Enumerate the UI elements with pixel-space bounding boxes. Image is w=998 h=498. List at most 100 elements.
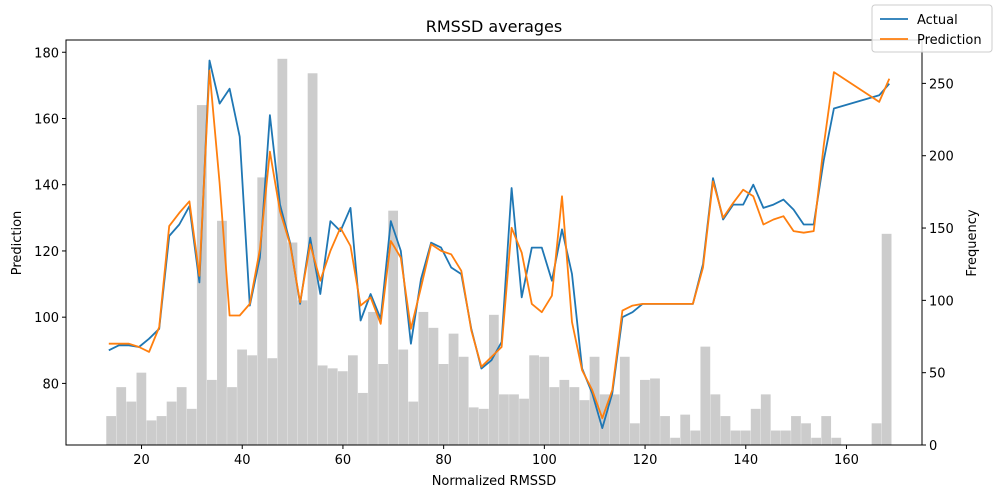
histogram-bar [488,314,499,445]
histogram-bar [337,371,348,445]
histogram-bar [176,387,187,445]
legend-box [871,4,993,53]
y-tick-label: 180 [34,46,59,61]
histogram-bar [106,416,117,445]
histogram-bar [549,387,560,445]
histogram-bar [146,420,157,445]
legend-label-prediction: Prediction [917,33,982,48]
x-tick-label: 120 [633,453,658,468]
histogram-bar [770,430,781,445]
histogram-bar [640,379,650,445]
histogram-bar [277,58,288,446]
histogram-bar [257,177,268,446]
histogram-bar [378,364,388,445]
series-lines [108,59,891,430]
y2-tick-label: 0 [929,439,937,454]
series-line-prediction [108,69,891,420]
y-tick-label: 80 [42,377,59,392]
histogram-bar [458,356,469,445]
y-tick-label: 100 [34,311,59,326]
histogram-bar [519,398,529,445]
x-tick-label: 40 [234,453,251,468]
histogram-bar [287,242,298,445]
histogram-bar [539,356,550,445]
x-tick-label: 100 [532,453,557,468]
y-tick-label: 120 [34,245,59,260]
histogram-bar [408,401,419,445]
histogram-bars [106,58,892,446]
histogram-bar [609,394,620,445]
histogram-bar [710,394,721,445]
histogram-bar [509,394,519,445]
histogram-bar [720,416,731,445]
histogram-bar [136,372,147,445]
histogram-bar [650,378,660,445]
histogram-bar [730,430,741,445]
histogram-bar [267,358,278,445]
histogram-bar [196,105,207,445]
histogram-bar [660,416,670,445]
histogram-bar [700,346,711,445]
histogram-bar [166,401,177,445]
histogram-bar [438,364,449,445]
histogram-bar [871,423,882,445]
histogram-bar [529,355,540,445]
y-tick-label: 160 [34,112,59,127]
histogram-bar [821,416,832,445]
y2-tick-label: 200 [929,150,954,165]
y2-axis-label: Frequency [965,209,980,276]
x-tick-label: 160 [834,453,859,468]
y-axis-label: Prediction [10,211,25,276]
histogram-bar [358,392,368,445]
histogram-bar [126,401,137,445]
histogram-bar [680,414,691,445]
legend-label-actual: Actual [917,13,958,28]
histogram-bar [619,356,630,445]
histogram-bar [811,437,821,445]
histogram-bar [569,387,580,445]
x-axis-label: Normalized RMSSD [432,474,557,489]
histogram-bar [156,416,167,445]
histogram-bar [368,311,378,445]
histogram-bar [327,368,338,445]
legend: Actual Prediction [871,4,993,53]
y-tick-label: 140 [34,179,59,194]
histogram-bar [760,394,771,445]
histogram-bar [237,349,247,445]
histogram-bar [317,365,328,445]
histogram-bar [801,423,811,445]
histogram-bar [227,387,237,445]
histogram-bar [398,349,409,445]
y2-tick-label: 50 [929,367,946,382]
histogram-bar [297,300,308,445]
y2-tick-label: 150 [929,222,954,237]
histogram-bar [670,437,681,445]
histogram-bar [206,379,217,445]
histogram-bar [499,394,509,445]
y-axis-ticks: 80 100 120 140 160 180 [34,46,66,392]
histogram-bar [559,379,570,445]
histogram-bar [579,400,590,445]
histogram-bar [468,407,479,445]
histogram-bar [629,423,640,445]
histogram-bar [791,416,801,445]
histogram-bar [690,430,701,445]
series-line-actual [108,59,890,430]
histogram-bar [388,210,399,445]
histogram-bar [307,73,318,446]
histogram-bar [186,408,197,445]
x-tick-label: 140 [733,453,758,468]
histogram-bar [740,430,751,445]
chart-title: RMSSD averages [426,17,562,36]
x-tick-label: 20 [133,453,150,468]
x-tick-label: 60 [335,453,352,468]
histogram-bar [418,311,429,445]
histogram-bar [781,430,791,445]
histogram-bar [448,333,459,445]
histogram-bar [347,355,358,445]
histogram-bar [831,437,842,445]
histogram-bar [116,387,127,445]
x-tick-label: 80 [435,453,452,468]
histogram-bar [217,220,227,445]
histogram-bar [750,408,761,445]
